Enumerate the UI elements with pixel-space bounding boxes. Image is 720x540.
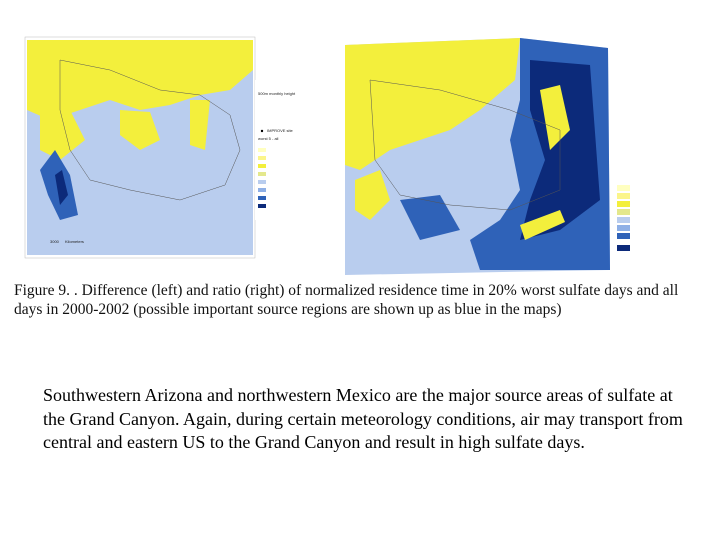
body-paragraph: Southwestern Arizona and northwestern Me… (43, 385, 683, 452)
scale-label: Kilometers (65, 239, 84, 244)
legend-subtitle: worst 5 - all (258, 136, 279, 141)
legend-title: 500m monthly height (258, 91, 296, 96)
legend-site: IMPROVE site (267, 128, 294, 133)
figure-caption: Figure 9. . Difference (left) and ratio … (14, 282, 679, 318)
left-map: 500m monthly height IMPROVE site worst 5… (24, 36, 315, 259)
figure-maps: 500m monthly height IMPROVE site worst 5… (24, 36, 630, 275)
right-map (345, 38, 630, 275)
scale-value: 3000 (50, 239, 60, 244)
